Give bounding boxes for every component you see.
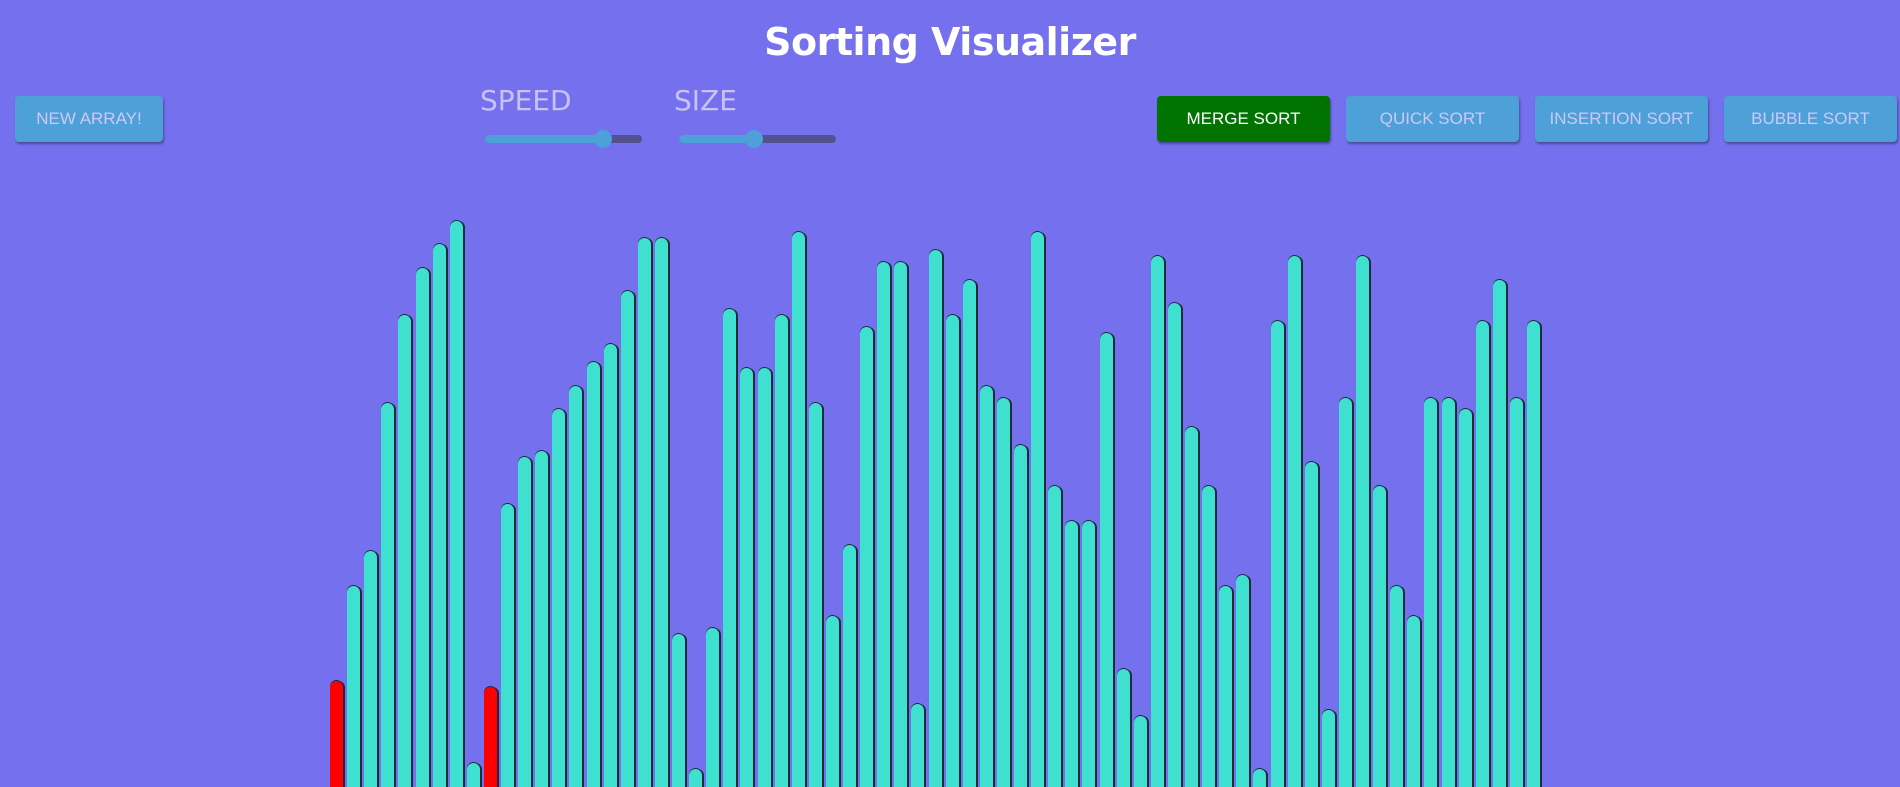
array-bar (621, 291, 634, 787)
array-bar (364, 551, 377, 787)
array-bar (1476, 321, 1489, 787)
array-bar (1031, 232, 1044, 787)
array-bar (1510, 398, 1523, 787)
speed-label: SPEED (480, 84, 572, 117)
array-bar (1271, 321, 1284, 787)
speed-slider-thumb[interactable] (593, 130, 612, 148)
array-bar (398, 315, 411, 787)
array-bar (877, 262, 890, 787)
array-bar (450, 221, 463, 787)
array-bar (1424, 398, 1437, 787)
array-bar (1100, 333, 1113, 787)
array-bar (1236, 575, 1249, 787)
size-label: SIZE (674, 84, 737, 117)
array-bar (997, 398, 1010, 787)
page-title: Sorting Visualizer (764, 20, 1136, 64)
array-bar (929, 250, 942, 787)
array-bar (467, 763, 480, 787)
array-bar (860, 327, 873, 787)
array-bar (672, 634, 685, 787)
quick-sort-button[interactable]: QUICK SORT (1346, 96, 1519, 142)
array-bar (1185, 427, 1198, 787)
new-array-button[interactable]: NEW ARRAY! (15, 96, 163, 142)
array-bar (552, 409, 565, 787)
array-bar (963, 280, 976, 787)
array-bar (1134, 716, 1147, 787)
array-bar (1442, 398, 1455, 787)
array-bar (1288, 256, 1301, 787)
array-bar (1048, 486, 1061, 787)
array-bar (1493, 280, 1506, 787)
array-bar (723, 309, 736, 787)
array-bar (1202, 486, 1215, 787)
array-bar (826, 616, 839, 787)
array-bar (1459, 409, 1472, 787)
array-bar (1065, 521, 1078, 787)
array-bar (980, 386, 993, 787)
size-slider[interactable] (679, 130, 836, 148)
array-bar (416, 268, 429, 787)
array-bar (740, 368, 753, 787)
array-bar (330, 681, 343, 787)
array-bar (1527, 321, 1540, 787)
array-bar (604, 344, 617, 787)
array-bar (946, 315, 959, 787)
array-bar (809, 403, 822, 787)
array-bar (775, 315, 788, 787)
merge-sort-button[interactable]: MERGE SORT (1157, 96, 1330, 142)
speed-slider[interactable] (485, 130, 642, 148)
array-bar (911, 704, 924, 787)
bubble-sort-button[interactable]: BUBBLE SORT (1724, 96, 1897, 142)
array-bar (843, 545, 856, 787)
array-bar (518, 457, 531, 787)
array-bar (894, 262, 907, 787)
array-bar (1356, 256, 1369, 787)
array-bar (1082, 521, 1095, 787)
array-bar (347, 586, 360, 787)
array-bar (655, 238, 668, 787)
array-bar (706, 628, 719, 787)
array-bar (1390, 586, 1403, 787)
array-bar (792, 232, 805, 787)
array-bar (381, 403, 394, 787)
size-slider-thumb[interactable] (745, 130, 764, 148)
array-bar (535, 451, 548, 787)
array-bar (587, 362, 600, 787)
array-bar (1117, 669, 1130, 787)
array-bar (1151, 256, 1164, 787)
array-bar (501, 504, 514, 787)
array-bar (433, 244, 446, 787)
array-bar (758, 368, 771, 787)
array-bar (1014, 445, 1027, 787)
array-bar (1168, 303, 1181, 787)
array-bar (689, 769, 702, 787)
array-bar (638, 238, 651, 787)
array-bar (1407, 616, 1420, 787)
array-bar (569, 386, 582, 787)
speed-slider-fill (485, 135, 603, 143)
array-bar (484, 687, 497, 787)
array-bar (1305, 462, 1318, 787)
array-bar (1219, 586, 1232, 787)
array-bar (1373, 486, 1386, 787)
array-bar (1253, 769, 1266, 787)
array-bar (1322, 710, 1335, 787)
insertion-sort-button[interactable]: INSERTION SORT (1535, 96, 1708, 142)
size-slider-fill (679, 135, 755, 143)
array-bar (1339, 398, 1352, 787)
